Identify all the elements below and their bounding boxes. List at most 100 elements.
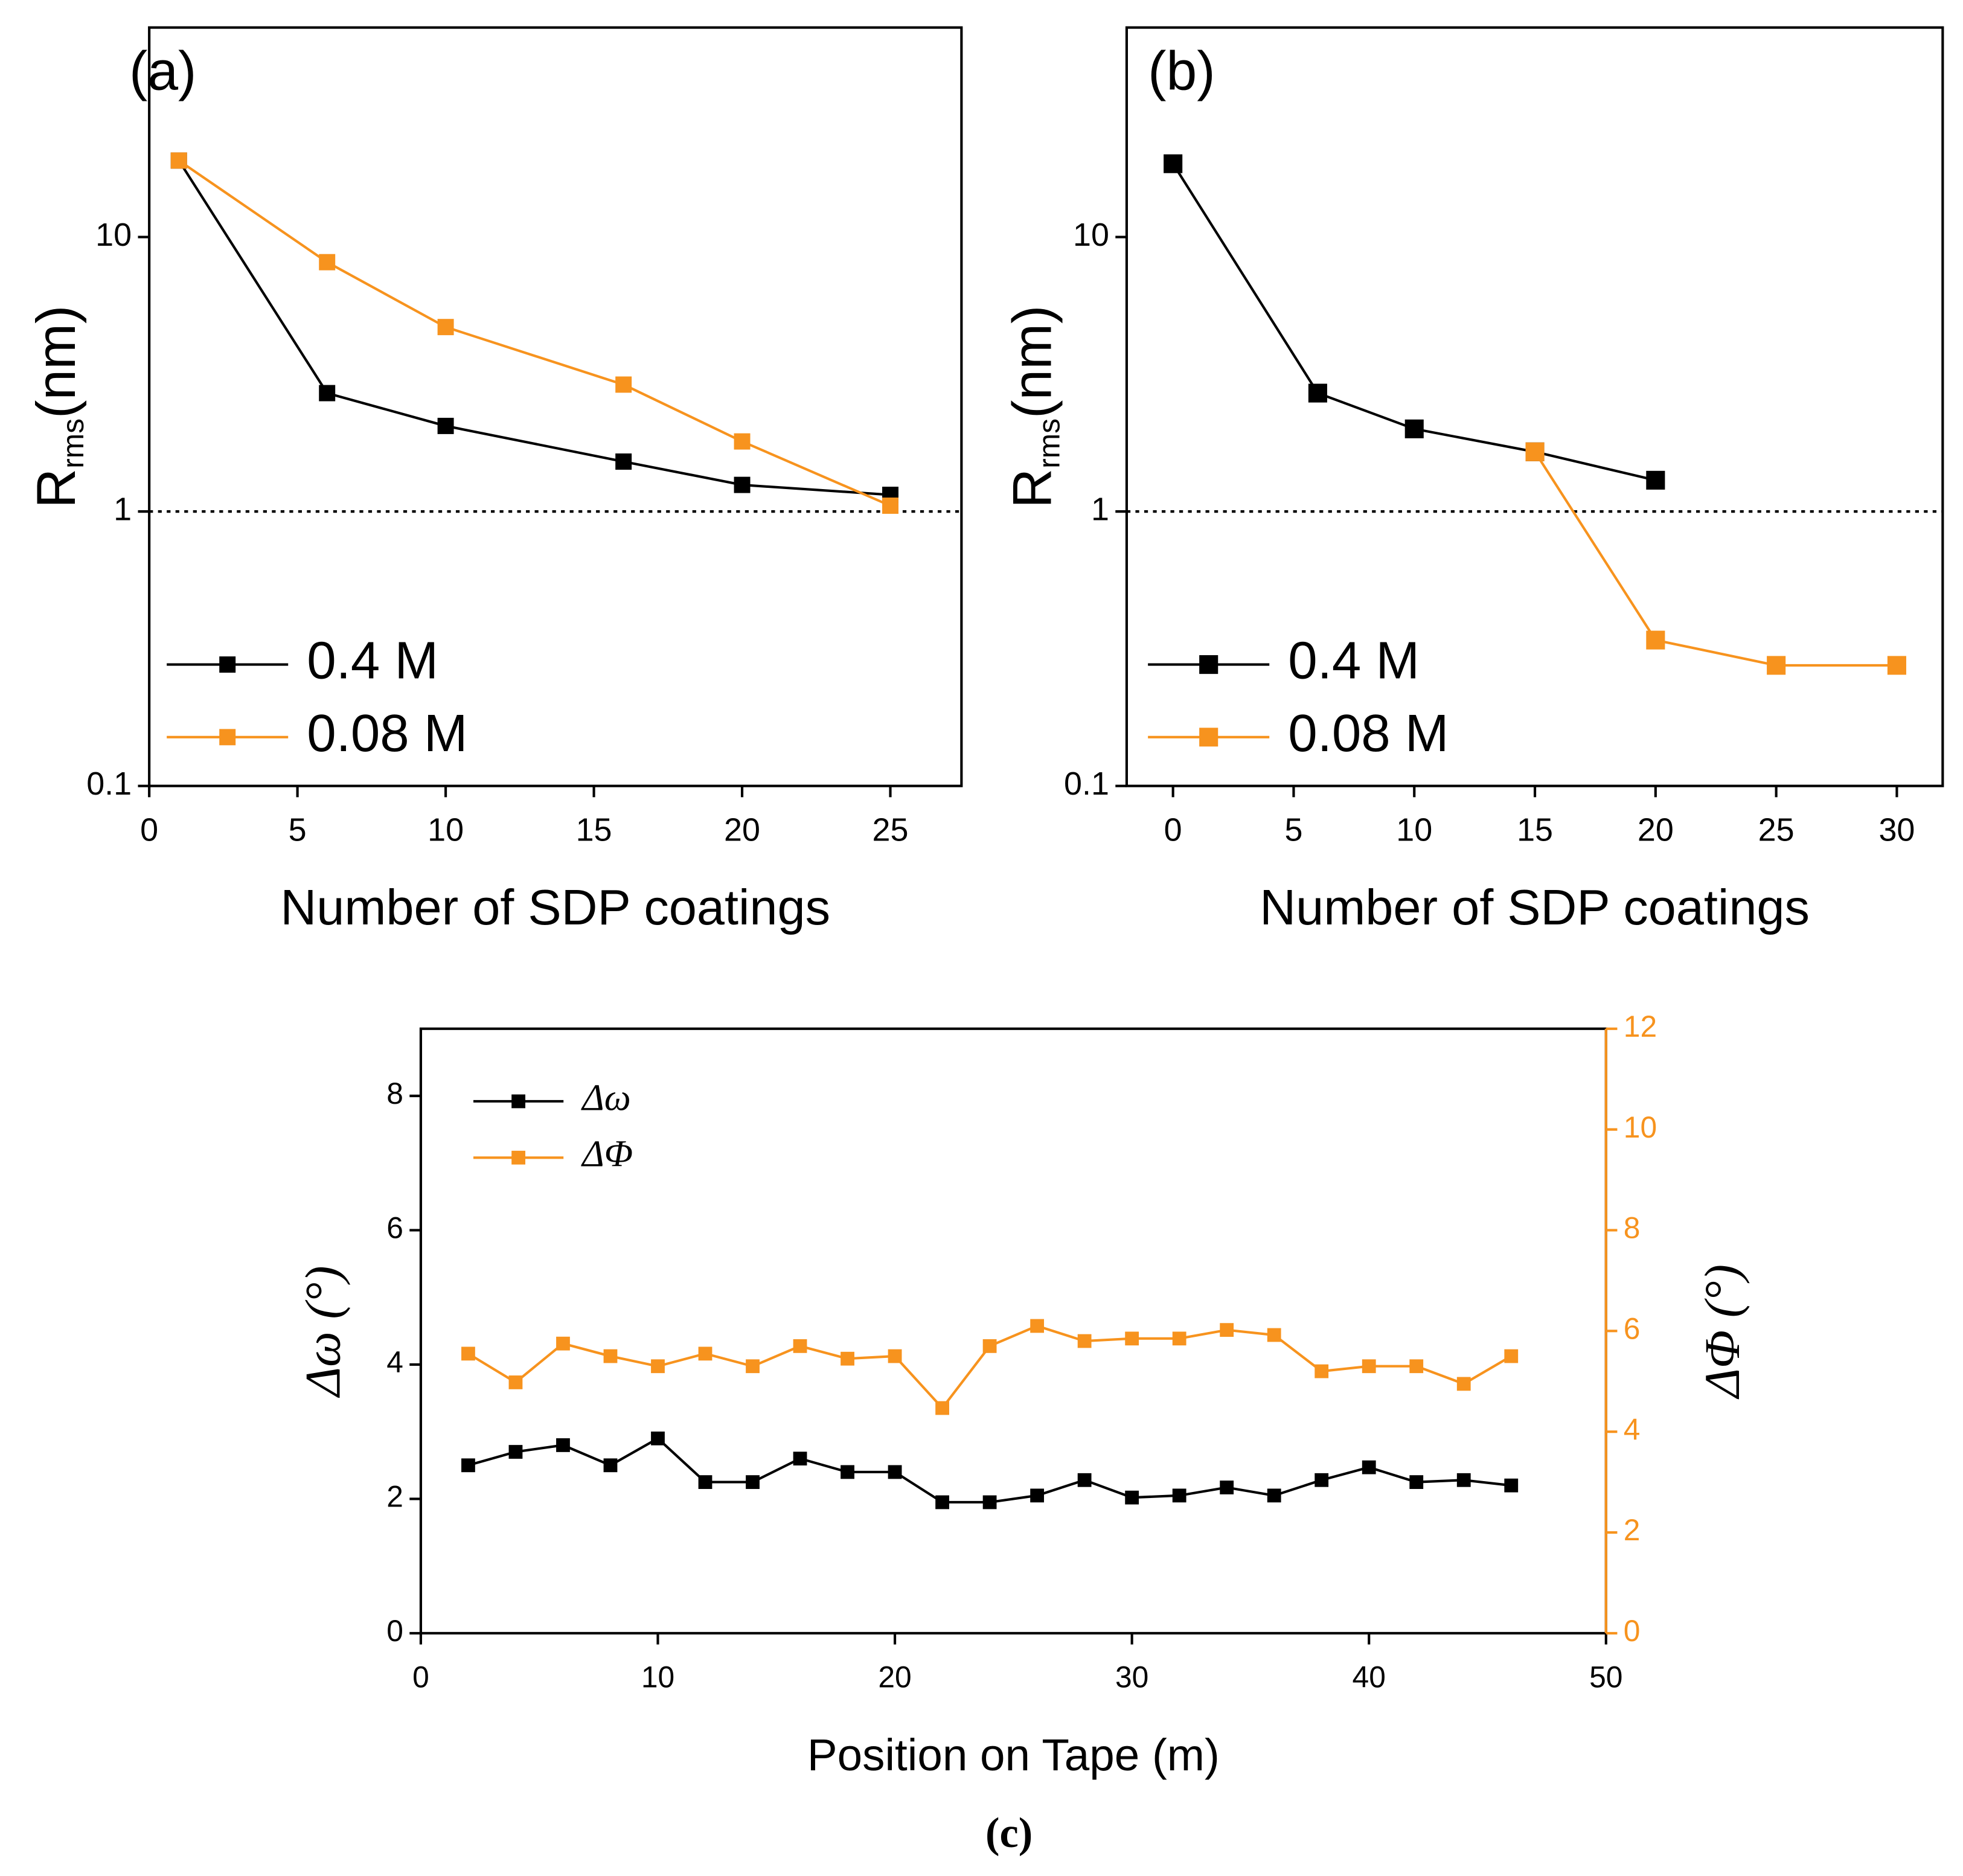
data-point bbox=[603, 1458, 618, 1473]
data-point bbox=[461, 1458, 475, 1473]
data-point bbox=[1125, 1490, 1139, 1505]
y2-tick-label: 10 bbox=[1624, 1110, 1657, 1144]
data-point bbox=[935, 1495, 949, 1509]
data-point bbox=[1504, 1349, 1519, 1363]
data-point bbox=[1315, 1473, 1329, 1487]
data-point bbox=[841, 1351, 854, 1366]
y2-tick-label: 8 bbox=[1624, 1211, 1641, 1245]
plot-frame bbox=[419, 1027, 1607, 1634]
data-point bbox=[746, 1475, 760, 1490]
data-point bbox=[793, 1339, 807, 1353]
x-tick-label: 0 bbox=[1164, 812, 1182, 848]
data-point bbox=[170, 152, 187, 169]
legend-marker bbox=[1199, 728, 1218, 747]
data-point bbox=[508, 1445, 523, 1459]
x-tick-label: 30 bbox=[1878, 812, 1915, 848]
y-label-main: R bbox=[1002, 469, 1063, 508]
y-tick-label: 4 bbox=[386, 1345, 403, 1379]
data-point bbox=[1172, 1331, 1186, 1346]
data-point bbox=[882, 498, 898, 514]
data-point bbox=[508, 1375, 523, 1389]
x-axis-label: Position on Tape (m) bbox=[807, 1729, 1220, 1780]
data-point bbox=[1267, 1488, 1281, 1503]
legend-label: 0.4 M bbox=[307, 632, 438, 690]
plot-frame bbox=[148, 26, 963, 787]
legend-marker bbox=[1199, 655, 1218, 674]
data-point bbox=[556, 1438, 570, 1452]
data-point bbox=[982, 1339, 997, 1353]
y-label-sub: rms bbox=[56, 418, 90, 469]
data-point bbox=[982, 1495, 997, 1509]
data-point bbox=[1164, 154, 1183, 173]
data-point bbox=[603, 1349, 618, 1363]
x-tick-label: 0 bbox=[140, 812, 158, 848]
data-point bbox=[1220, 1323, 1234, 1337]
series-line bbox=[178, 159, 891, 496]
x-axis-label: Number of SDP coatings bbox=[280, 879, 830, 935]
data-point bbox=[1362, 1460, 1376, 1474]
data-point bbox=[1409, 1475, 1424, 1490]
x-tick-label: 25 bbox=[873, 812, 909, 848]
y-axis-label: Rrms(nm) bbox=[25, 306, 90, 508]
series-line bbox=[467, 1324, 1512, 1410]
y-axis-label: Δω (°) bbox=[295, 1266, 351, 1398]
data-point bbox=[1030, 1488, 1045, 1503]
x-tick-label: 10 bbox=[1396, 812, 1432, 848]
data-point bbox=[888, 1465, 902, 1479]
y2-tick-label: 12 bbox=[1624, 1010, 1657, 1043]
legend-marker bbox=[219, 729, 236, 746]
x-tick-label: 50 bbox=[1589, 1660, 1622, 1694]
legend-marker bbox=[511, 1094, 525, 1109]
x-tick-label: 10 bbox=[641, 1660, 674, 1694]
data-point bbox=[734, 476, 751, 493]
data-point bbox=[615, 453, 632, 470]
y2-tick-label: 4 bbox=[1624, 1412, 1641, 1446]
data-point bbox=[734, 433, 751, 450]
data-point bbox=[556, 1336, 570, 1351]
x-tick-label: 30 bbox=[1115, 1660, 1148, 1694]
y-tick-label: 0.1 bbox=[1064, 766, 1109, 802]
x-tick-label: 0 bbox=[412, 1660, 429, 1694]
data-point bbox=[1220, 1481, 1234, 1494]
x-tick-label: 15 bbox=[576, 812, 612, 848]
data-point bbox=[651, 1431, 665, 1445]
data-point bbox=[888, 1349, 902, 1363]
y-label-main: R bbox=[25, 469, 87, 508]
data-point bbox=[651, 1359, 665, 1374]
data-point bbox=[319, 385, 336, 402]
data-point bbox=[1030, 1319, 1045, 1333]
x-tick-label: 25 bbox=[1758, 812, 1795, 848]
x-axis-label: Number of SDP coatings bbox=[1260, 879, 1810, 935]
data-point bbox=[793, 1452, 807, 1466]
data-point bbox=[841, 1465, 854, 1479]
y2-tick-label: 2 bbox=[1624, 1513, 1641, 1547]
data-point bbox=[319, 254, 336, 271]
series-line bbox=[467, 1436, 1511, 1504]
y-tick-label: 1 bbox=[114, 491, 132, 527]
x-tick-label: 20 bbox=[1638, 812, 1674, 848]
y-label-unit: (nm) bbox=[1002, 306, 1063, 418]
y-tick-label: 8 bbox=[386, 1077, 403, 1110]
data-point bbox=[698, 1346, 713, 1361]
x-tick-label: 20 bbox=[878, 1660, 911, 1694]
data-point bbox=[1125, 1331, 1139, 1346]
legend-marker bbox=[219, 656, 236, 673]
y-label-sub: rms bbox=[1033, 418, 1066, 469]
y-label-unit: (nm) bbox=[25, 306, 87, 418]
data-point bbox=[437, 417, 454, 434]
y2-tick-label: 6 bbox=[1624, 1311, 1641, 1345]
data-point bbox=[1409, 1359, 1424, 1374]
y-tick-label: 0.1 bbox=[86, 766, 132, 802]
panel-label: (a) bbox=[129, 40, 196, 101]
y-axis-label: Rrms(nm) bbox=[1002, 306, 1066, 508]
series-line bbox=[1534, 451, 1897, 667]
caption: (c) bbox=[985, 1810, 1033, 1857]
legend-label: Δω bbox=[580, 1077, 630, 1118]
legend-label: 0.08 M bbox=[1288, 704, 1449, 763]
y-tick-label: 2 bbox=[386, 1480, 403, 1514]
legend-label: ΔΦ bbox=[580, 1134, 633, 1175]
data-point bbox=[935, 1401, 949, 1415]
data-point bbox=[1315, 1364, 1329, 1378]
